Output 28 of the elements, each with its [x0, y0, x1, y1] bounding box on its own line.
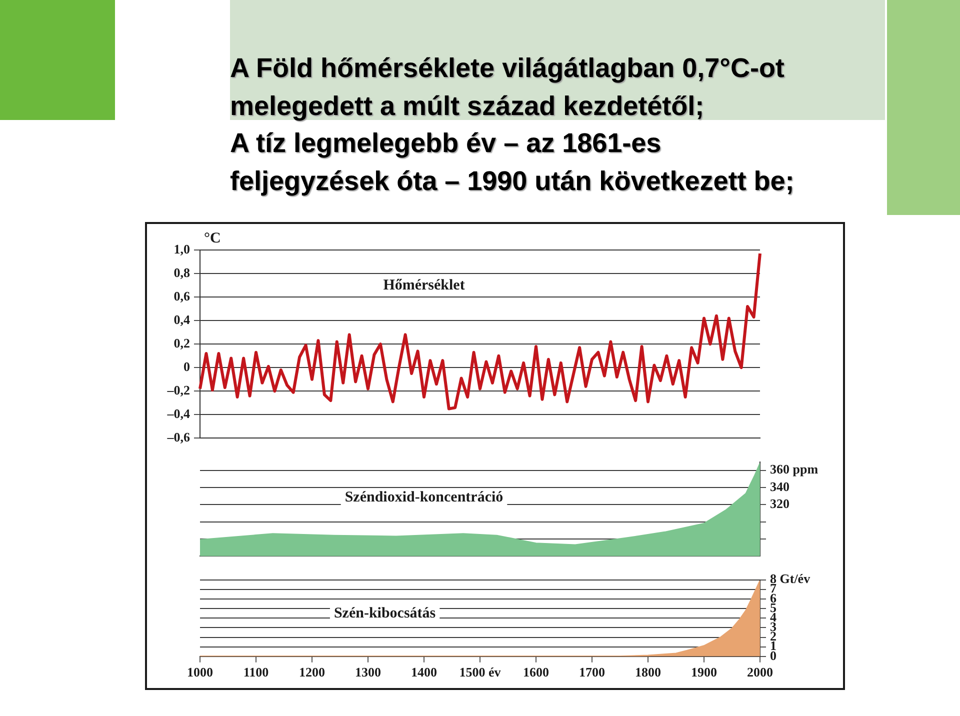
x-tick-label: 1700 — [579, 664, 605, 680]
x-tick-label: 2000 — [747, 664, 773, 680]
x-tick-label: 1300 — [355, 664, 381, 680]
x-tick-label: 1900 — [691, 664, 717, 680]
y-tick-label: –0,6 — [166, 430, 190, 445]
y-tick-label: 0 — [184, 358, 190, 374]
x-tick-label: 1500 év — [459, 664, 502, 680]
x-tick-label: 1100 — [243, 664, 269, 680]
y-tick-label: 360 ppm — [770, 462, 818, 477]
y-axis-title: °C — [204, 230, 221, 246]
y-tick-label: –0,4 — [166, 406, 190, 422]
text: Szén-kibocsátás — [334, 605, 436, 622]
y-tick-label: –0,2 — [166, 382, 190, 398]
y-tick-label: 0,8 — [174, 264, 190, 280]
text: Hőmérséklet — [383, 278, 465, 294]
text: Széndioxid-koncentráció — [344, 490, 504, 506]
x-tick-label: 1800 — [635, 664, 661, 680]
x-tick-label: 1400 — [411, 664, 437, 680]
y-tick-label: 0,6 — [174, 288, 190, 304]
y-tick-label: 1,0 — [174, 241, 190, 256]
x-tick-label: 1600 — [523, 664, 549, 680]
y-tick-label: 340 — [770, 478, 790, 494]
y-tick-label: 0,4 — [174, 312, 190, 327]
x-tick-label: 1200 — [299, 664, 325, 680]
chart-title: A Föld hőmérséklete világátlagban 0,7°C-ot melegedett a múlt század kezdetétől; A tíz legmelegebb év – az 1861-es feljegyzések óta – 1990 után következett be; — [230, 52, 794, 198]
y-tick-label: 320 — [770, 496, 790, 512]
y-tick-label: 0,2 — [174, 335, 190, 350]
x-tick-label: 1000 — [187, 664, 213, 680]
